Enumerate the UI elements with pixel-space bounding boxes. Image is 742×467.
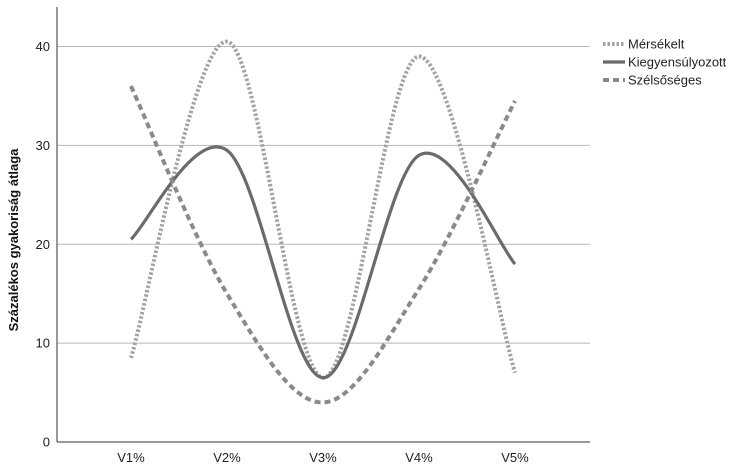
series-line-mersekelt (129, 39, 517, 380)
y-tick-label: 30 (36, 138, 50, 153)
gridlines (57, 46, 590, 344)
y-axis-title: Százalékos gyakoriság átlaga (6, 148, 21, 332)
x-tick-label: V2% (213, 450, 241, 465)
x-tick-labels: V1% V2% V3% V4% V5% (117, 450, 529, 465)
legend-label-kiegyensulyozott: Kiegyensúlyozott (628, 55, 727, 70)
legend-label-szelsoseges: Szélsőséges (628, 73, 702, 88)
y-tick-labels: 0 10 20 30 40 (36, 39, 50, 449)
series-lines (129, 39, 517, 405)
y-tick-label: 10 (36, 336, 50, 351)
series-line-kiegyensulyozott (129, 145, 517, 380)
y-tick-label: 0 (43, 435, 50, 450)
x-tick-label: V4% (405, 450, 433, 465)
y-tick-label: 40 (36, 39, 50, 54)
legend: Mérsékelt Kiegyensúlyozott Szélsőséges (603, 37, 727, 88)
legend-label-mersekelt: Mérsékelt (628, 37, 685, 52)
x-tick-label: V3% (309, 450, 337, 465)
x-tick-label: V1% (117, 450, 145, 465)
x-tick-label: V5% (501, 450, 529, 465)
y-tick-label: 20 (36, 237, 50, 252)
axes (56, 7, 590, 443)
